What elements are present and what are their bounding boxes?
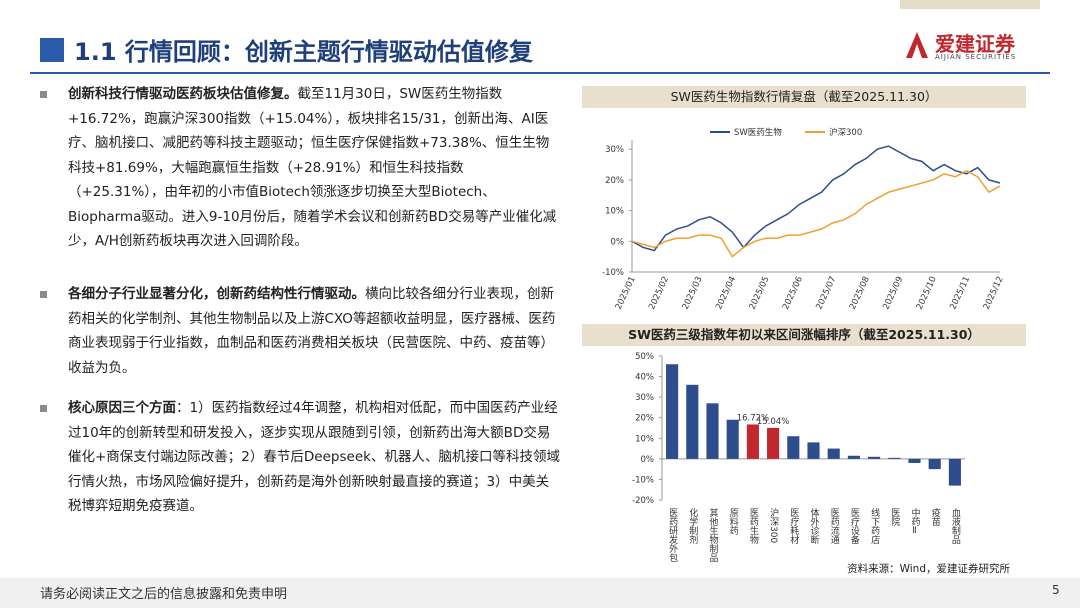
header-rule <box>30 72 1050 74</box>
y-tick-label: -10% <box>632 475 654 485</box>
bullet-lead: 创新科技行情驱动医药板块估值修复。 <box>68 86 298 102</box>
bar <box>847 455 860 459</box>
x-tick-label: 2025/04 <box>714 275 738 311</box>
bar <box>666 364 679 459</box>
y-tick-label: 10% <box>635 434 654 444</box>
top-band <box>900 0 1040 9</box>
bullet-text: 横向比较各细分行业表现，创新药相关的化学制剂、其他生物制品以及上游CXO等超额收… <box>68 286 556 376</box>
y-tick-label: 30% <box>605 145 624 155</box>
line-series <box>631 169 1001 258</box>
bar <box>888 457 901 459</box>
x-tick-label: 2025/07 <box>814 275 838 311</box>
y-tick-label: 30% <box>635 393 654 403</box>
title-square <box>40 38 64 62</box>
bar <box>928 458 941 470</box>
logo-sub: AIJIAN SECURITIES <box>935 53 1017 61</box>
bullet: 创新科技行情驱动医药板块估值修复。截至11月30日，SW医药生物指数+16.72… <box>40 82 560 254</box>
chart-title: SW医药三级指数年初以来区间涨幅排序（截至2025.11.30） <box>628 327 980 342</box>
x-tick-label: 2025/08 <box>848 275 872 311</box>
y-tick-label: 20% <box>605 176 624 186</box>
x-tick-label: 医院 <box>889 508 900 527</box>
x-tick-label: 2025/02 <box>647 275 671 311</box>
bar <box>726 419 739 459</box>
x-tick-label: 2025/11 <box>948 275 972 311</box>
bullet-lead: 各细分子行业显著分化，创新药结构性行情驱动。 <box>68 286 365 302</box>
x-tick-label: 2025/03 <box>681 275 705 311</box>
x-tick-label: 2025/10 <box>915 275 939 311</box>
y-tick-label: 40% <box>635 373 654 383</box>
value-label: 16.72% <box>737 413 769 423</box>
line-series <box>631 145 1001 252</box>
footer: 请务必阅读正文之后的信息披露和免责申明 <box>40 587 288 602</box>
bar <box>827 448 840 459</box>
bullet: 核心原因三个方面：1）医药指数经过4年调整，机构相对低配，而中国医药产业经过10… <box>40 396 560 519</box>
value-label: 15.04% <box>757 417 789 427</box>
bar <box>908 458 921 463</box>
y-tick-label: -20% <box>632 496 654 506</box>
x-tick-label: 医疗设备 <box>849 508 860 544</box>
x-tick-label: 中药Ⅱ <box>910 507 921 536</box>
bar <box>787 436 800 459</box>
y-tick-label: -10% <box>602 268 624 278</box>
x-tick-label: 医疗耗材 <box>788 508 799 544</box>
x-tick-label: 2025/05 <box>748 275 772 311</box>
logo-text: 爱建证券 <box>935 32 1015 56</box>
x-tick-label: 2025/09 <box>881 275 905 311</box>
chart-title-bg <box>582 324 1026 346</box>
x-tick-label: 原料药 <box>728 508 739 536</box>
x-tick-label: 2025/12 <box>982 275 1006 311</box>
x-tick-label: 2025/06 <box>781 275 805 311</box>
legend-label: SW医药生物 <box>734 127 782 138</box>
logo-icon <box>906 32 928 58</box>
bullet-text: ：1）医药指数经过4年调整，机构相对低配，而中国医药产业经过10年的创新转型和研… <box>68 400 560 514</box>
bar <box>868 456 881 459</box>
bar <box>767 427 780 459</box>
bullet-text: 截至11月30日，SW医药生物指数+16.72%，跑赢沪深300指数（+15.0… <box>68 86 557 249</box>
legend-label: 沪深300 <box>829 127 862 138</box>
x-tick-label: 血液制品 <box>950 507 961 545</box>
y-tick-label: 20% <box>635 414 654 424</box>
chart-title-bg <box>582 86 1026 108</box>
bar <box>746 424 759 459</box>
y-tick-label: 0% <box>611 237 625 247</box>
chart-title: SW医药生物指数行情复盘（截至2025.11.30） <box>671 89 938 104</box>
bar <box>706 403 719 459</box>
x-tick-label: 线下药店 <box>869 507 880 545</box>
x-tick-label: 医药研发外包 <box>667 508 678 562</box>
x-tick-label: 体外诊断 <box>809 507 820 545</box>
bar <box>686 384 699 459</box>
x-tick-label: 医药流通 <box>829 508 840 545</box>
source: 资料来源：Wind，爱建证券研究所 <box>847 562 1010 575</box>
x-tick-label: 疫苗 <box>930 507 941 527</box>
bullet: 各细分子行业显著分化，创新药结构性行情驱动。横向比较各细分行业表现，创新药相关的… <box>40 282 560 380</box>
logo-mark <box>905 30 929 60</box>
y-tick-label: 10% <box>605 207 624 217</box>
x-tick-label: 化学制剂 <box>687 507 698 545</box>
y-tick-label: 0% <box>641 455 655 465</box>
y-tick-label: 50% <box>635 352 654 362</box>
x-tick-label: 其他生物制品 <box>708 508 719 563</box>
x-tick-label: 沪深300 <box>768 507 779 544</box>
bar <box>948 458 961 486</box>
x-tick-label: 2025/01 <box>614 275 638 311</box>
x-tick-label: 医药生物 <box>748 508 759 545</box>
bar <box>807 442 820 459</box>
bullet-lead: 核心原因三个方面 <box>68 400 176 416</box>
slide-title: 1.1 行情回顾：创新主题行情驱动估值修复 <box>74 38 533 66</box>
page-number: 5 <box>1052 583 1060 597</box>
footer-band <box>0 578 1080 608</box>
